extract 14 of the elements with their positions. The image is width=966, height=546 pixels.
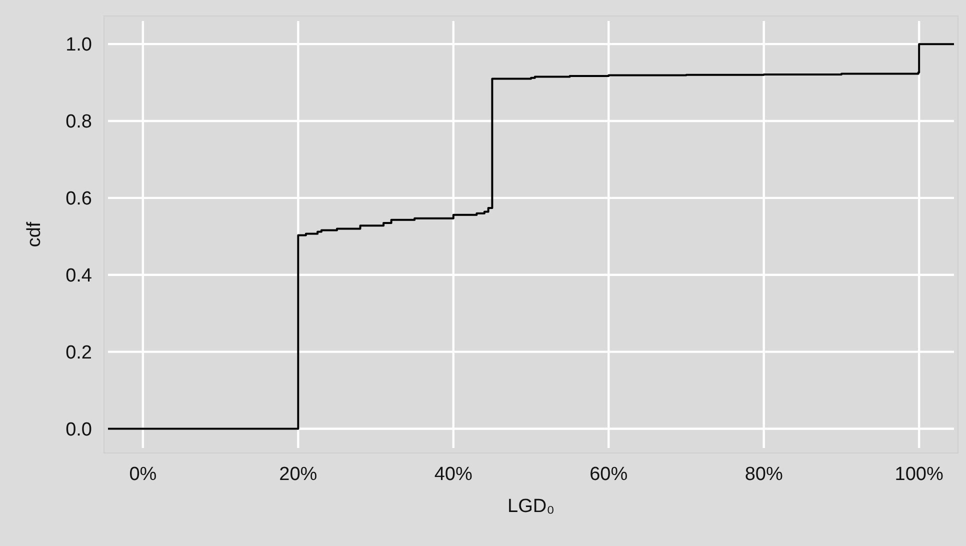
y-tick-label: 0.6 xyxy=(66,188,92,210)
y-axis-title: cdf xyxy=(24,221,45,248)
x-axis-title: LGD₀ xyxy=(508,496,554,517)
y-tick-label: 0.0 xyxy=(66,419,92,440)
x-tick-label: 60% xyxy=(590,464,628,485)
x-tick-label: 0% xyxy=(129,464,157,485)
y-tick-label: 0.2 xyxy=(66,342,92,364)
y-tick-label: 0.8 xyxy=(66,112,92,133)
x-tick-label: 40% xyxy=(434,464,473,485)
x-tick-label: 20% xyxy=(279,464,318,485)
x-tick-label: 100% xyxy=(894,464,944,485)
y-tick-label: 1.0 xyxy=(66,34,92,56)
x-tick-label: 80% xyxy=(744,464,783,485)
y-tick-label: 0.4 xyxy=(66,266,92,287)
